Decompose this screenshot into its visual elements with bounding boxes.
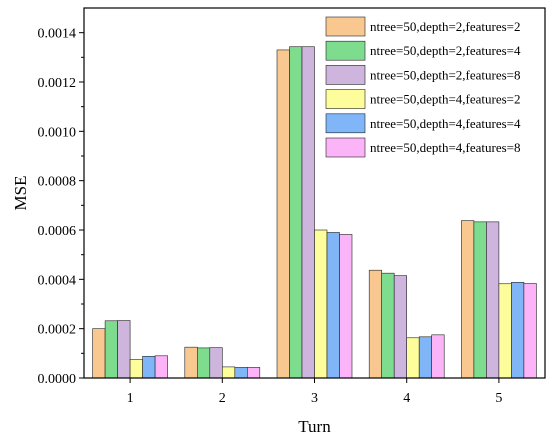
legend-label: ntree=50,depth=4,features=4 (370, 116, 521, 131)
bar-turn-2-series-6 (247, 367, 261, 379)
bar-turn-1-series-2 (104, 320, 118, 379)
bar-turn-2-series-1 (184, 346, 198, 379)
bar-turn-2-series-4 (222, 366, 236, 379)
bars-layer (92, 46, 537, 379)
bar-turn-1-series-1 (92, 328, 106, 379)
bar-turn-1-series-5 (142, 355, 156, 379)
bar-turn-4-series-2 (381, 272, 395, 379)
bar-turn-4-series-3 (393, 275, 408, 379)
bar-turn-5-series-1 (461, 220, 475, 379)
bar-turn-3-series-6 (339, 234, 353, 379)
bar-turn-4-series-4 (406, 337, 420, 379)
y-tick-label: 0.0010 (38, 125, 77, 140)
legend-label: ntree=50,depth=4,features=8 (370, 140, 521, 155)
bar-turn-2-series-2 (197, 347, 211, 379)
bar-turn-3-series-4 (314, 229, 328, 379)
legend: ntree=50,depth=2,features=2 ntree=50,dept… (325, 16, 521, 158)
y-tick-label: 0.0014 (38, 27, 77, 42)
legend-swatch (325, 65, 366, 85)
y-tick-label: 0.0000 (38, 372, 77, 387)
x-tick-label: 2 (219, 391, 226, 406)
legend-swatch (325, 16, 366, 37)
legend-label: ntree=50,depth=4,features=2 (370, 92, 521, 107)
x-tick-label: 1 (127, 391, 134, 406)
legend-swatch (325, 89, 366, 109)
legend-label: ntree=50,depth=2,features=2 (370, 19, 521, 34)
legend-swatch (325, 40, 366, 61)
bar-turn-5-series-4 (498, 283, 512, 379)
x-tick-label: 5 (495, 391, 502, 406)
bar-turn-5-series-5 (511, 281, 525, 379)
x-axis: 1 2 3 4 5 (127, 378, 502, 406)
x-tick-label: 3 (311, 391, 318, 406)
bar-turn-3-series-3 (301, 46, 315, 379)
bar-turn-5-series-2 (473, 221, 487, 379)
bar-turn-4-series-1 (368, 269, 383, 379)
y-tick-label: 0.0008 (38, 175, 77, 190)
bar-turn-4-series-5 (418, 336, 433, 379)
legend-swatch (325, 113, 366, 134)
bar-turn-1-series-6 (154, 355, 168, 379)
y-tick-label: 0.0002 (38, 323, 77, 338)
bar-turn-3-series-2 (289, 46, 303, 379)
legend-label: ntree=50,depth=2,features=4 (370, 43, 521, 58)
y-axis-title: MSE (11, 176, 30, 211)
bar-turn-2-series-5 (234, 367, 248, 379)
y-tick-label: 0.0006 (38, 224, 77, 239)
legend-swatch (325, 137, 366, 158)
bar-turn-3-series-5 (326, 232, 340, 379)
x-axis-title: Turn (298, 417, 331, 436)
legend-label: ntree=50,depth=2,features=8 (370, 67, 521, 82)
bar-turn-5-series-3 (486, 221, 500, 379)
x-tick-label: 4 (403, 391, 410, 406)
bar-turn-4-series-6 (431, 334, 445, 379)
bar-turn-5-series-6 (523, 283, 537, 379)
y-tick-label: 0.0012 (38, 76, 77, 91)
bar-turn-1-series-4 (129, 359, 143, 379)
y-tick-label: 0.0004 (38, 273, 77, 288)
bar-turn-3-series-1 (276, 49, 290, 379)
y-axis: 0.0000 0.0002 0.0004 0.0006 0.0008 0.0010 0.00… (38, 27, 84, 387)
bar-turn-2-series-3 (209, 347, 223, 379)
bar-turn-1-series-3 (117, 320, 131, 379)
